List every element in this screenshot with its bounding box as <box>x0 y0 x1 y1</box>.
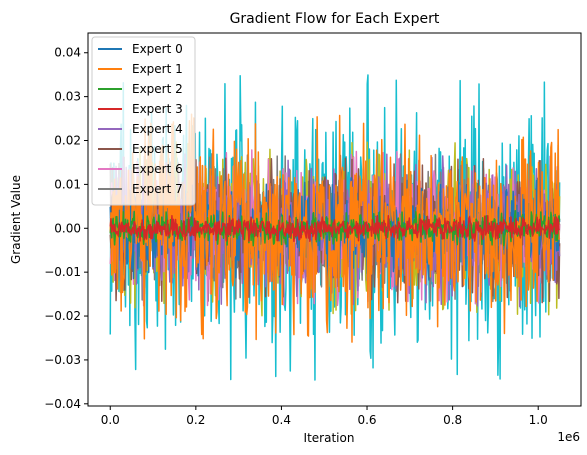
chart-title: Gradient Flow for Each Expert <box>230 11 440 27</box>
x-offset-label: 1e6 <box>557 430 580 444</box>
legend-label: Expert 5 <box>132 142 183 156</box>
legend-label: Expert 3 <box>132 102 183 116</box>
legend-label: Expert 2 <box>132 82 183 96</box>
legend-box <box>91 36 196 206</box>
y-tick-label: 0.00 <box>54 221 81 235</box>
legend-label: Expert 7 <box>132 182 183 196</box>
y-tick-label: 0.03 <box>54 90 81 104</box>
legend: Expert 0 Expert 1 Expert 2 Expert 3 Expert 4… <box>91 36 196 206</box>
x-tick-label: 0.8 <box>443 413 462 427</box>
legend-label: Expert 6 <box>132 162 183 176</box>
series-line-3 <box>109 214 560 243</box>
series-line-1 <box>109 113 561 343</box>
y-tick-label: 0.04 <box>54 46 81 60</box>
x-tick-label: 0.0 <box>101 413 120 427</box>
y-tick-label: −0.02 <box>44 309 81 323</box>
x-tick-label: 0.4 <box>272 413 291 427</box>
y-tick-label: −0.01 <box>44 265 81 279</box>
legend-label: Expert 4 <box>132 122 183 136</box>
legend-label: Expert 0 <box>132 42 183 56</box>
y-tick-label: −0.04 <box>44 397 81 411</box>
y-tick-label: 0.01 <box>54 177 81 191</box>
legend-label: Expert 1 <box>132 62 183 76</box>
x-tick-label: 1.0 <box>529 413 548 427</box>
x-tick-label: 0.2 <box>186 413 205 427</box>
y-axis: −0.04 −0.03 −0.02 −0.01 0.00 0.01 0.02 0.03 0.04 <box>44 46 88 411</box>
x-tick-label: 0.6 <box>357 413 376 427</box>
x-axis-label: Iteration <box>304 431 355 445</box>
plot-frame <box>87 32 582 407</box>
x-axis: 0.0 0.2 0.4 0.6 0.8 1.0 <box>101 406 548 427</box>
y-axis-label: Gradient Value <box>9 175 23 264</box>
y-tick-label: −0.03 <box>44 353 81 367</box>
y-tick-label: 0.02 <box>54 134 81 148</box>
